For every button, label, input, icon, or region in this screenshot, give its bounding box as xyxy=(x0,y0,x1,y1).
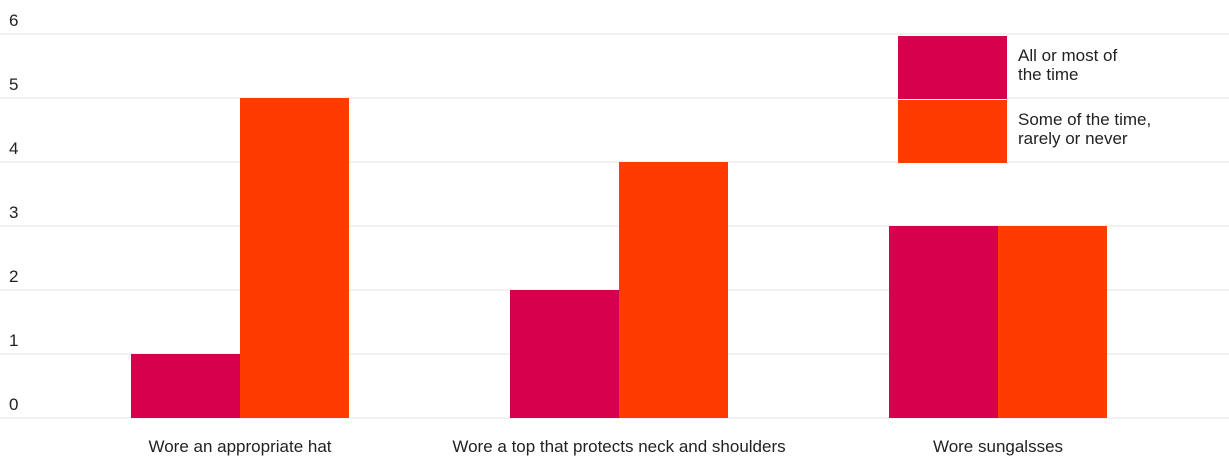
legend-swatch xyxy=(898,36,1007,99)
legend-label: the time xyxy=(1018,65,1078,84)
y-tick-label: 6 xyxy=(9,11,18,30)
bar xyxy=(131,354,240,418)
y-tick-label: 4 xyxy=(9,139,18,158)
x-category-label: Wore a top that protects neck and should… xyxy=(452,437,785,456)
y-tick-label: 3 xyxy=(9,203,18,222)
bar xyxy=(998,226,1107,418)
y-tick-label: 5 xyxy=(9,75,18,94)
bars xyxy=(131,98,1107,418)
y-tick-label: 0 xyxy=(9,395,18,414)
y-tick-label: 2 xyxy=(9,267,18,286)
bar xyxy=(240,98,349,418)
legend-swatch xyxy=(898,100,1007,163)
bar xyxy=(619,162,728,418)
bar xyxy=(510,290,619,418)
bar xyxy=(889,226,998,418)
y-tick-label: 1 xyxy=(9,331,18,350)
legend-label: rarely or never xyxy=(1018,129,1128,148)
x-axis-labels: Wore an appropriate hat Wore a top that p… xyxy=(148,437,1063,456)
x-category-label: Wore an appropriate hat xyxy=(148,437,331,456)
x-category-label: Wore sungalsses xyxy=(933,437,1063,456)
y-axis-ticks: 0 1 2 3 4 5 6 xyxy=(9,11,18,414)
legend-label: All or most of xyxy=(1018,46,1117,65)
legend-label: Some of the time, xyxy=(1018,110,1151,129)
